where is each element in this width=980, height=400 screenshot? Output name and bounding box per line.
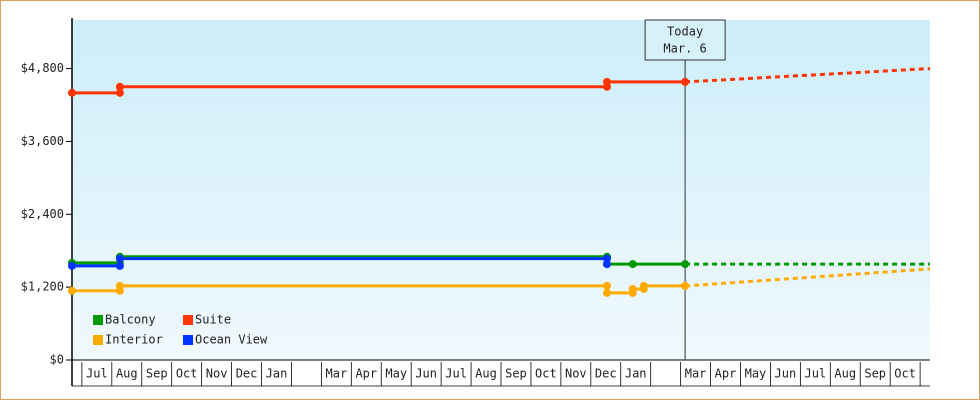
x-tick-label: Jun [415, 367, 437, 381]
x-tick-label: Dec [595, 367, 617, 381]
projection-line [685, 67, 931, 84]
point [68, 88, 76, 97]
x-tick-label: Jun [775, 367, 797, 381]
point [115, 281, 124, 290]
point [115, 82, 124, 91]
x-tick-label: Oct [535, 367, 557, 381]
today-label: Today [667, 25, 703, 39]
x-tick-label: Oct [176, 367, 198, 381]
x-tick-label: Sep [505, 367, 527, 381]
x-tick-label: Apr [715, 367, 737, 381]
y-tick-label: $4,800 [21, 61, 64, 75]
point [602, 254, 611, 263]
series-line [72, 80, 686, 95]
legend-swatch [183, 315, 193, 325]
x-tick-label: Jan [266, 367, 288, 381]
legend-swatch [93, 315, 103, 325]
x-tick-label: Mar [685, 367, 707, 381]
x-tick-label: Dec [236, 367, 258, 381]
legend-label: Interior [105, 333, 163, 347]
point [681, 77, 690, 86]
x-tick-label: Apr [355, 367, 377, 381]
x-tick-label: Jul [445, 367, 467, 381]
y-tick-label: $1,200 [21, 280, 64, 294]
plot-area [72, 20, 930, 360]
x-tick-label: Aug [475, 367, 497, 381]
point [115, 261, 124, 270]
x-tick-label: Sep [146, 367, 168, 381]
point [681, 281, 690, 290]
point [602, 288, 611, 297]
point [639, 281, 648, 290]
point [628, 284, 637, 293]
x-tick-label: Aug [834, 367, 856, 381]
x-tick-label: Jul [86, 367, 108, 381]
x-tick-label: May [385, 367, 407, 381]
projection-line [685, 267, 931, 288]
legend-label: Suite [195, 313, 231, 327]
point [628, 260, 637, 269]
legend-label: Balcony [105, 313, 156, 327]
y-tick-label: $3,600 [21, 134, 64, 148]
x-tick-label: May [745, 367, 767, 381]
legend-label: Ocean View [195, 333, 268, 347]
point [681, 260, 690, 269]
x-tick-label: Oct [894, 367, 916, 381]
x-tick-label: Jan [625, 367, 647, 381]
today-box [644, 19, 726, 61]
legend-swatch [93, 335, 103, 345]
legend-swatch [183, 335, 193, 345]
x-tick-label: Nov [565, 367, 587, 381]
point [602, 281, 611, 290]
point [68, 286, 76, 295]
x-tick-label: Mar [326, 367, 348, 381]
point [115, 254, 124, 263]
x-tick-label: Nov [206, 367, 228, 381]
point [602, 77, 611, 86]
y-tick-label: $0 [50, 353, 64, 367]
today-label: Mar. 6 [663, 42, 706, 56]
x-tick-label: Jul [804, 367, 826, 381]
x-tick-label: Aug [116, 367, 138, 381]
point [602, 260, 611, 269]
point [68, 261, 76, 270]
y-tick-label: $2,400 [21, 207, 64, 221]
point [115, 88, 124, 97]
x-tick-label: Sep [864, 367, 886, 381]
